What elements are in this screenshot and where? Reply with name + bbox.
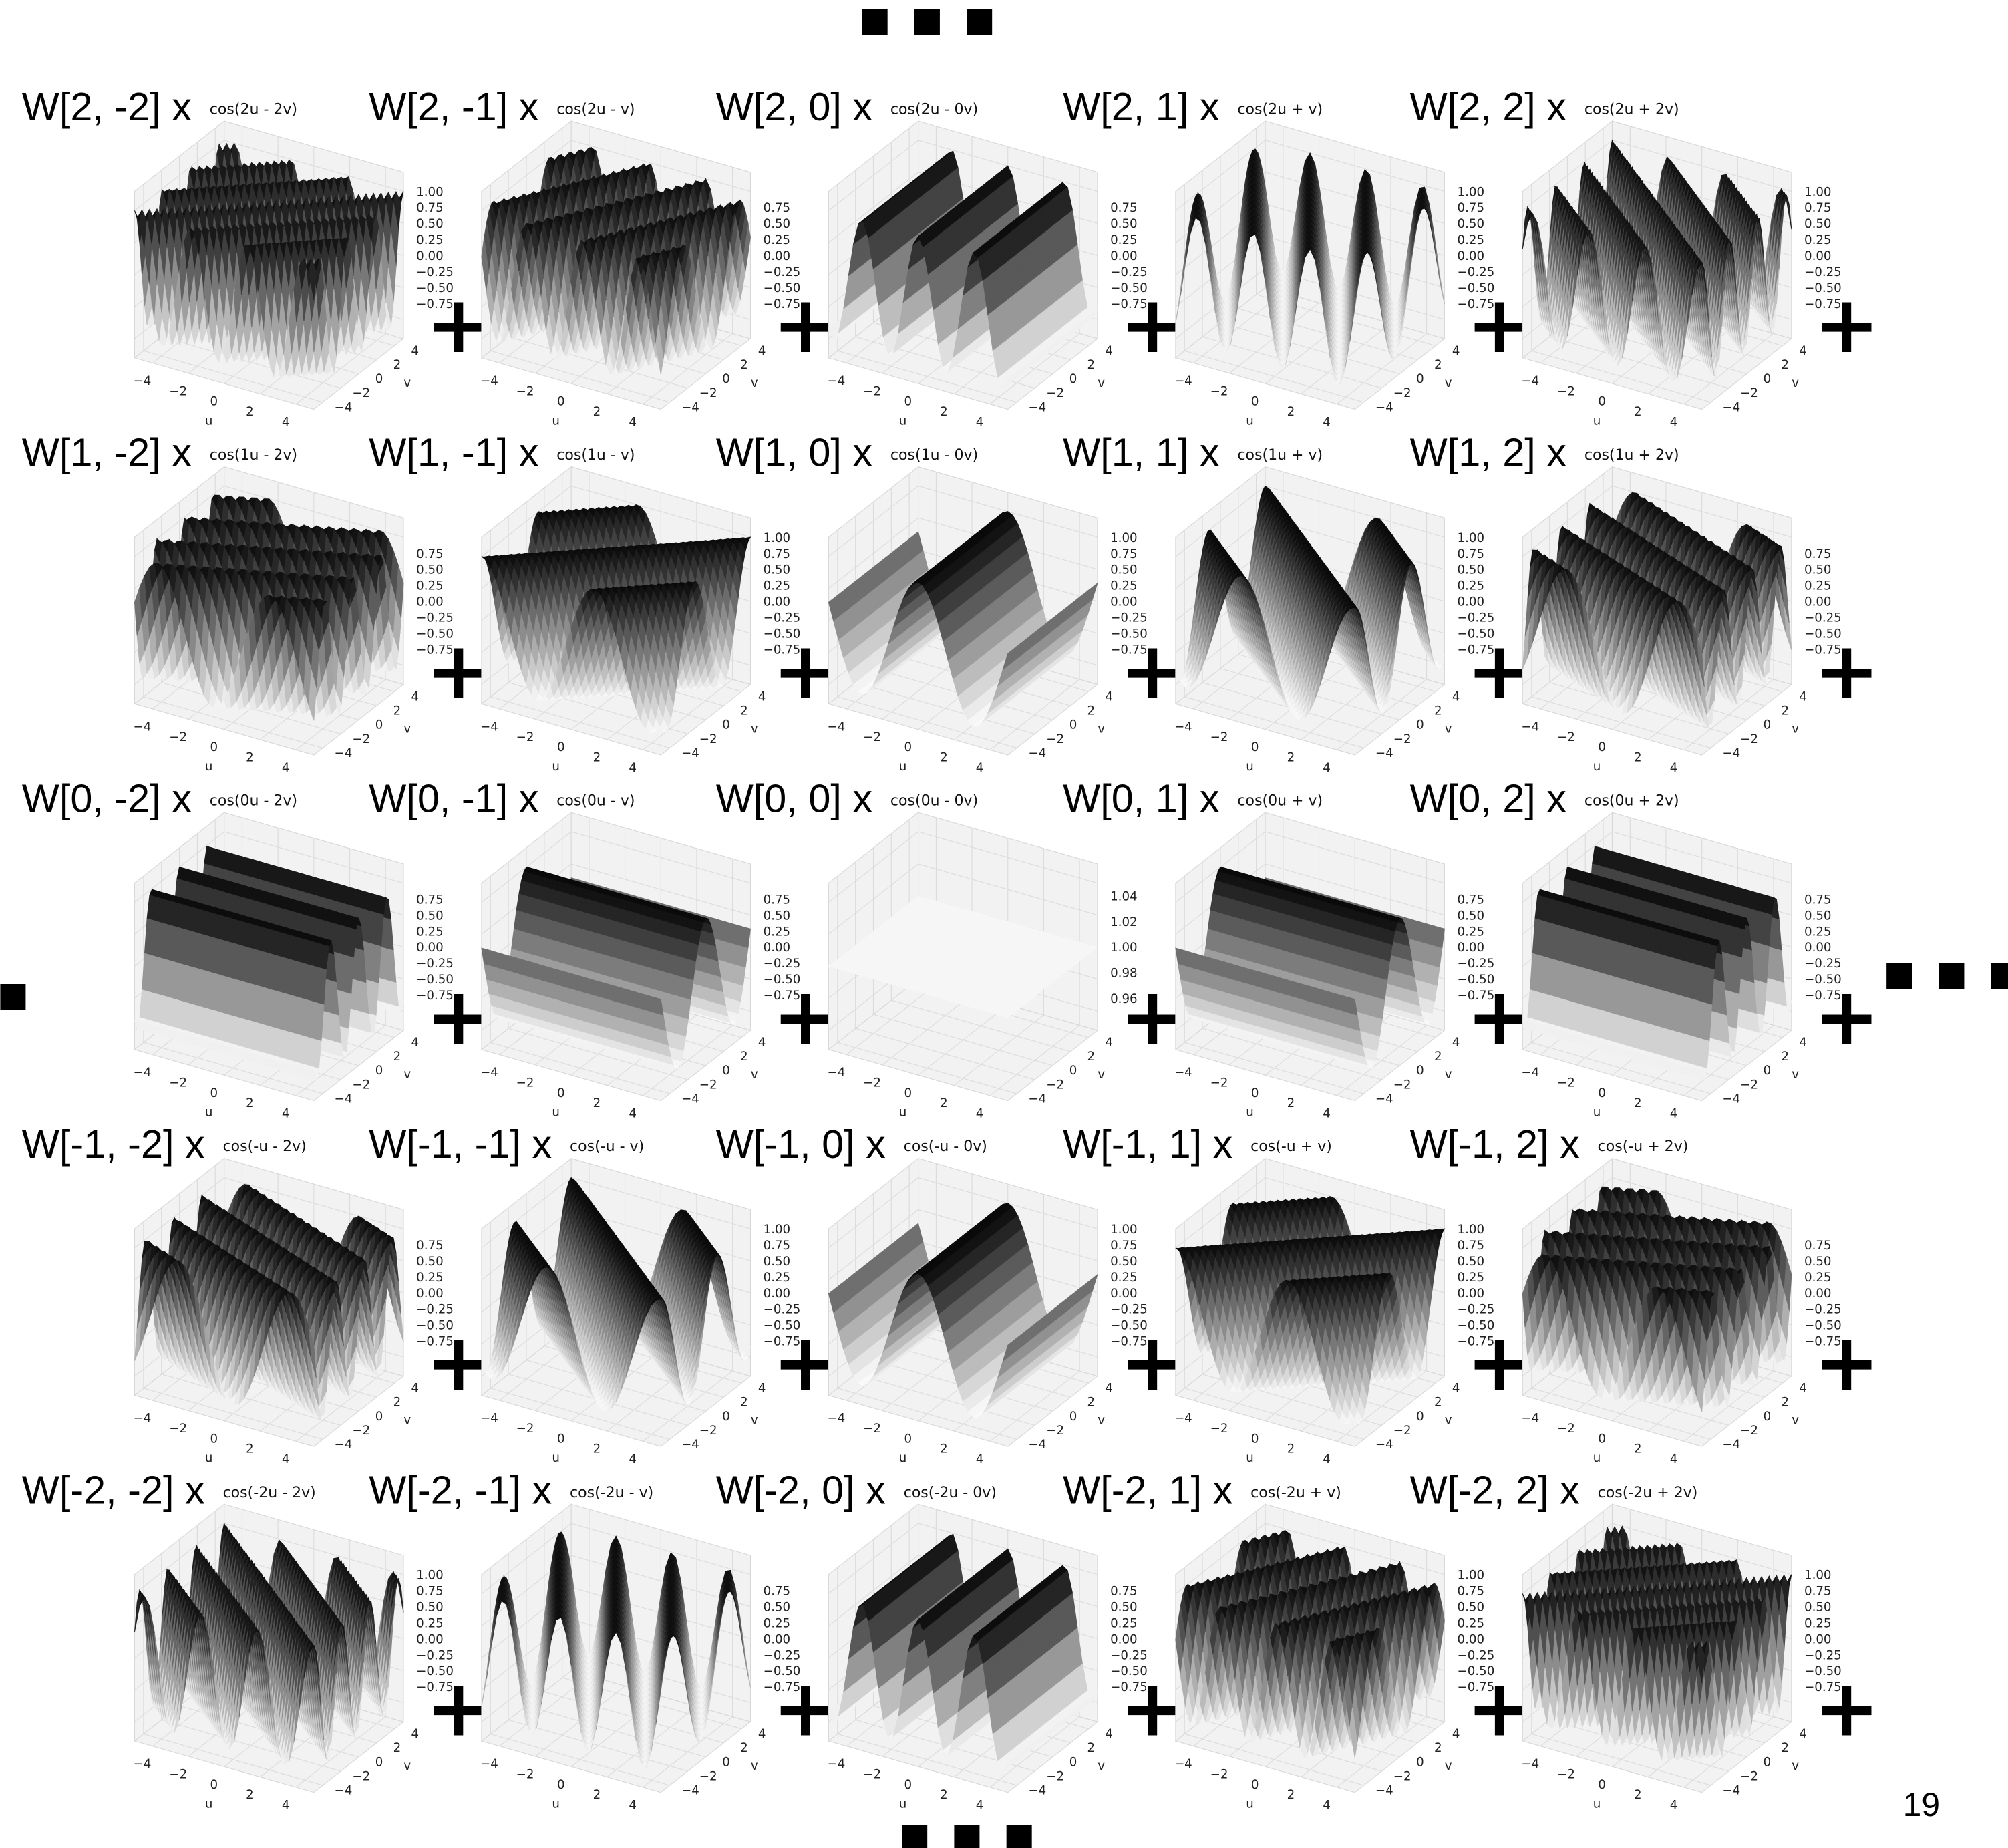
v-tick-label: 0 — [1069, 372, 1077, 386]
v-tick-label: 2 — [740, 358, 748, 372]
v-tick-label: 2 — [1087, 358, 1096, 372]
panel: W[2, -2] x cos(2u - 2v) 1.00 0.75 0.50 0.25 0.… — [22, 84, 492, 429]
surface-plot — [134, 120, 405, 410]
v-axis-label: v — [403, 376, 411, 390]
u-axis-label: u — [899, 414, 907, 428]
z-tick-label: −0.25 — [1110, 265, 1148, 279]
z-tick-label: 0.50 — [416, 217, 444, 231]
z-tick-label: 0.75 — [416, 201, 444, 215]
u-tick-label: 4 — [976, 415, 984, 429]
surface-plot — [480, 120, 751, 410]
u-tick-label: 0 — [557, 395, 565, 409]
surface-plot — [828, 120, 1099, 410]
z-tick-label: 0.25 — [764, 233, 791, 247]
u-tick-label: −2 — [863, 384, 881, 398]
u-tick-label: −4 — [134, 374, 152, 388]
ellipsis-bottom: ■ ■ ■ — [899, 1816, 1040, 1848]
z-tick-label: 0.75 — [1110, 201, 1138, 215]
u-tick-label: 2 — [940, 405, 948, 419]
ellipsis-top: ■ ■ ■ — [859, 0, 1000, 39]
z-tick-label: 0.50 — [1110, 217, 1138, 231]
z-tick-label: 0.00 — [1110, 249, 1138, 263]
v-tick-label: −4 — [335, 400, 353, 414]
basis-formula: cos(2u + v) — [1237, 102, 1323, 118]
basis-formula: cos(2u - 2v) — [210, 102, 297, 118]
ellipsis-right: ■ ■ ■ — [1884, 954, 2008, 993]
v-axis-label: v — [1098, 376, 1105, 390]
u-tick-label: −2 — [169, 384, 187, 398]
u-tick-label: −4 — [480, 374, 498, 388]
term-label: W[2, 0] x — [716, 84, 873, 129]
v-tick-label: 2 — [393, 358, 401, 372]
pane-grid — [134, 140, 224, 211]
v-tick-label: 4 — [411, 344, 419, 358]
pane-grid — [224, 140, 404, 192]
v-axis-label: v — [751, 376, 758, 390]
u-tick-label: 4 — [629, 415, 637, 429]
u-axis-label: u — [205, 414, 213, 428]
pane-grid — [295, 333, 386, 405]
basis-formula: cos(2u - v) — [556, 102, 635, 118]
ellipsis-left: ■ — [0, 975, 34, 1014]
v-tick-label: −4 — [1028, 400, 1046, 414]
z-tick-label: −0.25 — [764, 265, 801, 279]
v-tick-label: 0 — [722, 372, 730, 386]
v-tick-label: −2 — [352, 386, 370, 400]
surface-plot — [1174, 120, 1446, 410]
z-tick-label: 0.00 — [764, 249, 791, 263]
u-tick-label: 4 — [282, 415, 290, 429]
v-tick-label: 4 — [758, 344, 766, 358]
z-tick-label: 0.25 — [1110, 233, 1138, 247]
v-tick-label: −2 — [1046, 386, 1064, 400]
z-tick-label: 0.25 — [416, 233, 444, 247]
term-label: W[2, 1] x — [1063, 84, 1220, 129]
page-number: 19 — [1903, 1786, 1940, 1823]
z-tick-label: −0.25 — [416, 265, 454, 279]
u-tick-label: 2 — [246, 405, 254, 419]
z-tick-label: 0.50 — [764, 217, 791, 231]
term-label: W[2, -2] x — [22, 84, 192, 129]
v-tick-label: 0 — [375, 372, 383, 386]
z-tick-label: 1.00 — [416, 185, 444, 199]
panel-grid: W[2, -2] x cos(2u - 2v) 1.00 0.75 0.50 0.25 0.… — [22, 84, 1880, 1812]
u-tick-label: −2 — [516, 384, 534, 398]
basis-formula: cos(2u - 0v) — [890, 102, 978, 118]
u-tick-label: 0 — [904, 395, 912, 409]
u-tick-label: −4 — [827, 374, 845, 388]
v-tick-label: 4 — [1105, 344, 1113, 358]
u-tick-label: 0 — [210, 395, 218, 409]
z-tick-label: 0.75 — [764, 201, 791, 215]
term-label: W[2, -1] x — [369, 84, 538, 129]
u-tick-label: 2 — [593, 405, 601, 419]
v-tick-label: −2 — [699, 386, 717, 400]
v-tick-label: −4 — [681, 400, 699, 414]
z-tick-label: 0.00 — [416, 249, 444, 263]
u-axis-label: u — [552, 414, 560, 428]
